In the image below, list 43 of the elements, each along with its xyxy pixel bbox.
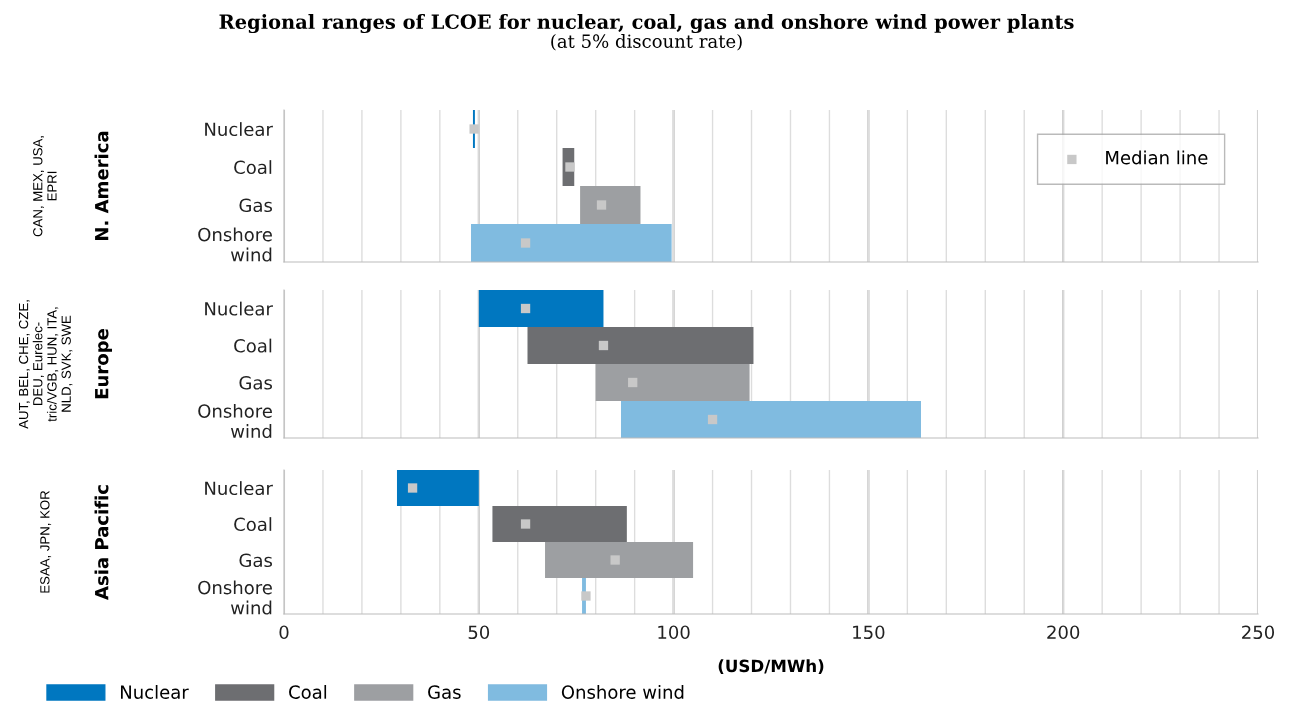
legend-label: Gas	[428, 685, 461, 699]
chart-title: Regional ranges of LCOE for nuclear, coal, gas and onshore wind power plants	[219, 14, 1074, 34]
y-tick-label: Onshore wind	[198, 403, 272, 439]
y-axis-title: N. America	[94, 131, 109, 240]
point	[469, 124, 479, 134]
legend-label: Coal	[289, 684, 327, 699]
y-tick-label: Gas	[239, 553, 273, 568]
x-tick-label: 0	[279, 625, 289, 640]
point	[610, 555, 620, 565]
text: AUT, BEL, CHE, CZE, DEU, Eurelec- tric/VGB, HUN, ITA, NLD, SVK, SWE	[18, 300, 73, 429]
y-tick-label: Nuclear	[205, 122, 273, 137]
x-tick-label: 100	[658, 625, 690, 640]
point	[707, 414, 718, 425]
y-tick-label: Nuclear	[205, 301, 273, 316]
y-tick-label: Gas	[239, 375, 273, 390]
y-axis-title: Asia Pacific	[94, 485, 109, 600]
point	[581, 591, 591, 601]
x-tick-label: 200	[1047, 625, 1080, 640]
point	[628, 377, 638, 388]
point	[598, 340, 609, 351]
y-tick-label: Coal	[234, 338, 272, 353]
point	[520, 238, 531, 248]
chart-subtitle: (at 5% discount rate)	[551, 34, 742, 51]
x-axis-title: (USD/MWh)	[718, 659, 824, 675]
y-tick-label: Coal	[234, 160, 272, 175]
legend-label: Median line	[1106, 150, 1208, 165]
text: CAN, MEX, USA, EPRI	[33, 136, 57, 237]
y-tick-label: Gas	[239, 198, 273, 213]
legend-label: Onshore wind	[561, 684, 684, 699]
point	[520, 303, 531, 314]
y-tick-label: Onshore wind	[198, 227, 272, 262]
legend-label: Nuclear	[121, 684, 189, 699]
x-tick-label: 250	[1242, 625, 1275, 640]
point	[520, 519, 531, 529]
x-tick-label: 150	[853, 625, 885, 640]
y-tick-label: Nuclear	[205, 481, 273, 496]
y-tick-label: Coal	[234, 517, 272, 532]
y-tick-label: Onshore wind	[198, 580, 272, 615]
point	[596, 200, 607, 210]
x-tick-label: 50	[468, 625, 490, 640]
y-axis-title: Europe	[95, 329, 112, 399]
text: ESAA, JPN, KOR	[40, 490, 52, 593]
point	[407, 483, 418, 493]
